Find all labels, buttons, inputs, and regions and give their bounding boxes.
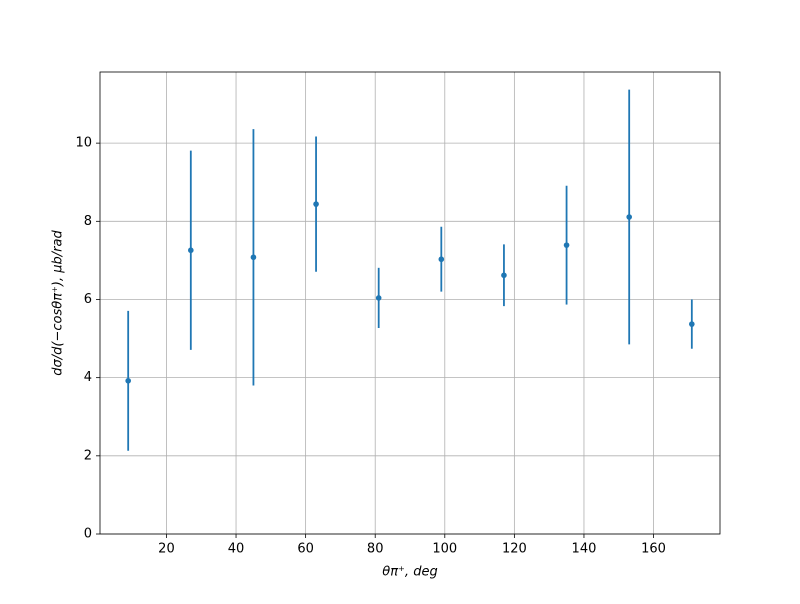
- y-tick-label: 10: [75, 136, 92, 151]
- data-point: [250, 254, 257, 261]
- x-tick-label: 20: [158, 542, 175, 557]
- data-point: [438, 256, 445, 263]
- data-point: [188, 247, 194, 254]
- x-tick-label: 60: [297, 542, 314, 557]
- y-tick-label: 2: [84, 448, 92, 463]
- y-axis-label: dσ/d(−cosθπ⁺), μb/rad: [51, 230, 66, 376]
- y-tick-label: 0: [84, 527, 92, 542]
- data-point: [689, 321, 695, 327]
- x-tick-label: 40: [228, 542, 245, 557]
- x-axis-label: θπ⁺, deg: [382, 565, 437, 580]
- plot-frame: [99, 71, 721, 535]
- data-point: [501, 272, 507, 279]
- y-tick-label: 6: [84, 292, 92, 307]
- data-point: [125, 377, 131, 384]
- x-tick-label: 80: [367, 542, 384, 557]
- x-tick-label: 100: [432, 542, 457, 557]
- data-point: [313, 201, 319, 207]
- x-tick-label: 120: [502, 542, 527, 557]
- x-tick-label: 160: [641, 542, 666, 557]
- y-tick-label: 4: [84, 370, 92, 385]
- x-tick-label: 140: [572, 542, 597, 557]
- data-point: [563, 242, 570, 248]
- y-tick-label: 8: [84, 214, 92, 229]
- data-point: [375, 295, 382, 301]
- data-point: [626, 214, 632, 220]
